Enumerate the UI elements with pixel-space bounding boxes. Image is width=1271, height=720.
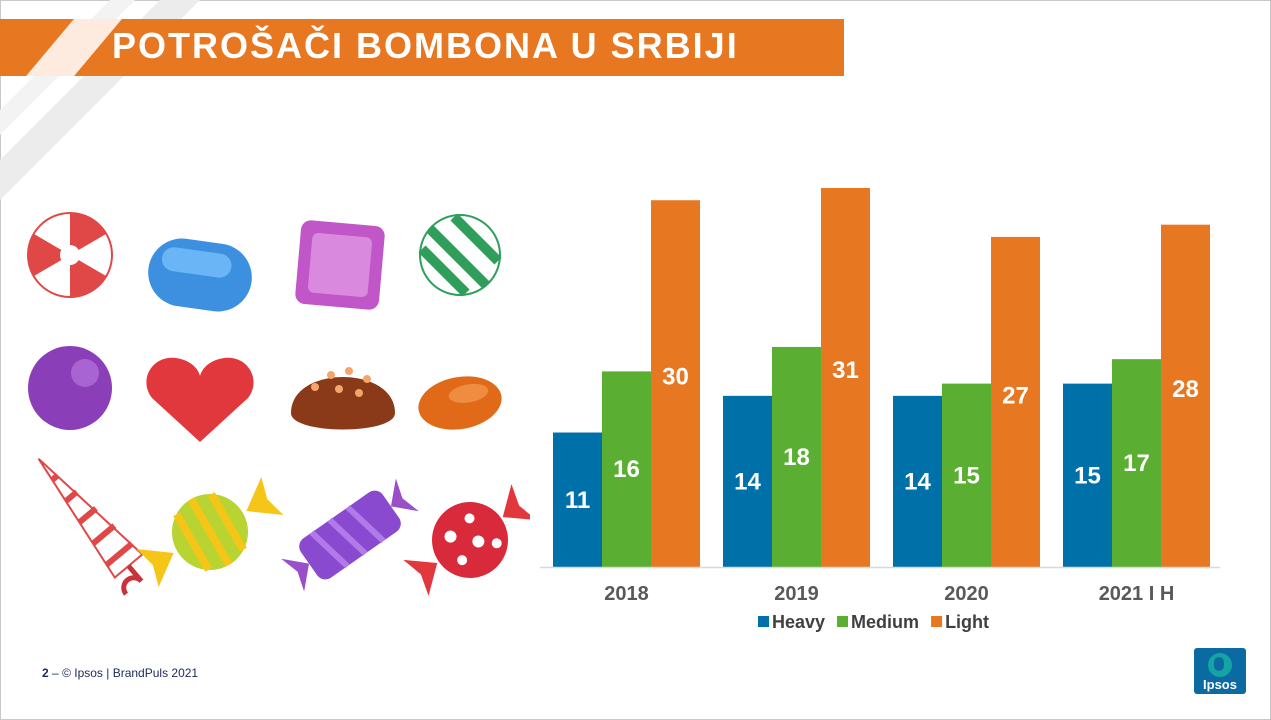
yellow-wrapped-candy-icon [136,476,284,588]
bar-heavy [893,395,942,567]
bar-medium [772,346,821,567]
orange-drop-candy-icon [418,376,502,430]
data-label: 18 [783,444,810,471]
bar-light [991,236,1040,567]
legend-label-heavy: Heavy [772,612,825,632]
bar-light [1161,224,1210,567]
data-label: 28 [1172,376,1199,403]
x-tick-label: 2020 [944,583,989,605]
data-label: 30 [662,363,689,390]
candy-cane-icon [37,457,144,596]
bar-chart: 11 16 30 2018 14 18 31 2019 14 15 27 2020 15 17 28 2021… [540,188,1220,632]
x-tick-label: 2019 [774,583,819,605]
chocolate-candy-icon [291,367,395,430]
legend-swatch-medium [837,616,849,627]
legend-swatch-heavy [758,616,769,627]
legend-swatch-light [931,616,943,627]
logo-mark-inner [1214,657,1224,671]
bar-medium [942,383,991,567]
page-number: 2 [42,666,49,680]
data-label: 17 [1123,450,1150,477]
x-tick-label: 2018 [604,583,649,605]
bar-heavy [553,432,602,567]
footer-separator: – [52,666,59,680]
data-label: 15 [1074,462,1101,489]
data-label: 31 [832,357,859,384]
ipsos-logo: Ipsos [1194,648,1246,694]
purple-wrapped-candy-icon [281,478,419,592]
legend-label-light: Light [945,612,989,632]
green-striped-candy-icon [418,213,502,297]
data-label: 27 [1002,382,1029,409]
bar-heavy [723,395,772,567]
red-heart-candy-icon [146,357,254,442]
title-banner-cut [26,19,122,76]
bar-medium [1112,359,1161,567]
peppermint-candy-icon [27,212,113,298]
logo-text: Ipsos [1203,677,1237,692]
bar-light [821,188,870,567]
candy-illustration [27,212,530,596]
footer: 2 – © Ipsos | BrandPuls 2021 [42,666,198,680]
legend-label-medium: Medium [851,612,919,632]
data-label: 16 [613,456,640,483]
data-label: 14 [734,468,761,495]
bar-heavy [1063,383,1112,567]
bar-medium [602,371,651,567]
purple-ball-candy-icon [28,346,112,430]
x-tick-label: 2021 I H [1099,583,1175,605]
blue-gummy-candy-icon [148,238,252,312]
data-label: 14 [904,468,931,495]
copyright-text: © Ipsos | BrandPuls 2021 [62,666,199,680]
red-dotted-wrapped-candy-icon [403,484,530,596]
purple-square-candy-icon [295,220,385,310]
title-banner [0,19,844,76]
data-label: 11 [565,487,590,514]
page-title: POTROŠAČI BOMBONA U SRBIJI [112,25,739,66]
data-label: 15 [953,462,980,489]
bar-light [651,200,700,567]
